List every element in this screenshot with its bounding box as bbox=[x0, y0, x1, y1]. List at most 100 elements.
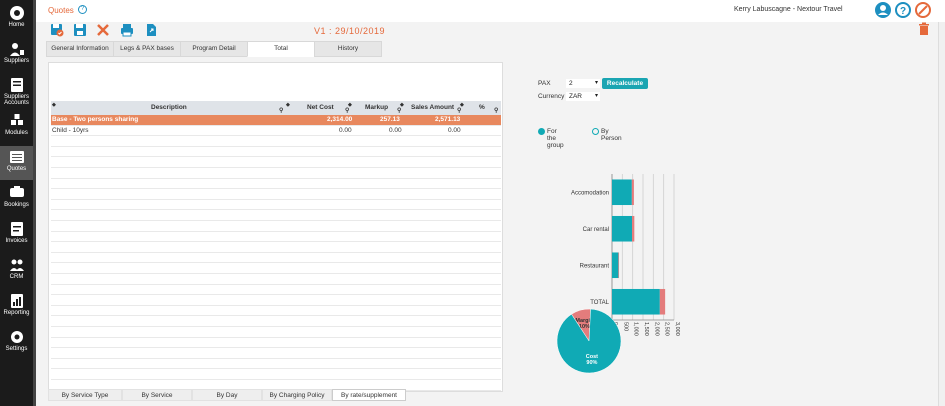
sidebar-item-quotes[interactable]: Quotes bbox=[0, 146, 33, 180]
print-icon[interactable] bbox=[120, 23, 134, 37]
sidebar-item-suppliers-accounts[interactable]: Suppliers Accounts bbox=[0, 74, 33, 108]
table-row-empty bbox=[51, 263, 501, 274]
x-tick-label: 2,000 bbox=[653, 322, 659, 336]
sidebar-item-crm[interactable]: CRM bbox=[0, 254, 33, 288]
tab-history[interactable]: History bbox=[314, 41, 382, 57]
radio-by-person-label: By Person bbox=[601, 128, 622, 142]
column-header-net-cost[interactable]: Net Cost ◆ ⚲ bbox=[286, 101, 353, 115]
table-row-empty bbox=[51, 274, 501, 285]
sidebar-item-reporting[interactable]: Reporting bbox=[0, 290, 33, 324]
filter-search-icon[interactable]: ⚲ bbox=[279, 108, 284, 114]
save-icon[interactable] bbox=[73, 23, 87, 37]
recalculate-button[interactable]: Recalculate bbox=[602, 78, 648, 89]
tab-legs-pax-bases[interactable]: Legs & PAX bases bbox=[113, 41, 181, 57]
table-row-empty bbox=[51, 306, 501, 317]
invoices-icon bbox=[10, 222, 23, 236]
settings-icon bbox=[10, 331, 23, 343]
x-tick-label: 3,000 bbox=[674, 322, 680, 336]
table-row[interactable]: Child - 10yrs 0.00 0.00 0.00 bbox=[51, 126, 501, 137]
sort-icon[interactable]: ◆ bbox=[400, 102, 404, 108]
column-header-markup[interactable]: Markup ◆ ⚲ bbox=[348, 101, 405, 115]
table-row-empty bbox=[51, 295, 501, 306]
sidebar-item-label: Invoices bbox=[5, 238, 28, 244]
user-profile-icon[interactable] bbox=[875, 2, 891, 18]
logout-icon[interactable] bbox=[915, 2, 931, 18]
x-tick-label: 1,000 bbox=[633, 322, 639, 336]
tab-by-rate-supplement[interactable]: By rate/supplement bbox=[332, 389, 406, 401]
filter-search-icon[interactable]: ⚲ bbox=[494, 108, 499, 114]
table-row-empty bbox=[51, 221, 501, 232]
row-sales-amount: 0.00 bbox=[448, 126, 461, 134]
help-circle-icon[interactable]: ? bbox=[895, 2, 911, 18]
column-label: % bbox=[479, 104, 485, 111]
column-label: Markup bbox=[365, 104, 389, 111]
sidebar-item-label: Suppliers Accounts bbox=[3, 94, 29, 106]
radio-by-person[interactable] bbox=[592, 128, 599, 135]
content-area: V1 : 29/10/2019 General Information Legs… bbox=[36, 22, 938, 406]
header: Quotes ? Kerry Labuscagne - Nextour Trav… bbox=[36, 0, 945, 22]
sidebar-item-label: Home bbox=[8, 22, 25, 28]
sort-icon[interactable]: ◆ bbox=[286, 102, 290, 108]
bar-segment bbox=[612, 252, 619, 279]
table-row-empty bbox=[51, 168, 501, 179]
help-icon[interactable]: ? bbox=[78, 5, 87, 14]
table-row[interactable]: Base - Two persons sharing 2,314.00 257.… bbox=[51, 115, 501, 126]
sort-icon[interactable]: ◆ bbox=[348, 102, 352, 108]
sidebar-item-home[interactable]: Home bbox=[0, 2, 33, 36]
filter-search-icon[interactable]: ⚲ bbox=[397, 108, 402, 114]
bar-segment bbox=[612, 288, 660, 315]
tab-by-day[interactable]: By Day bbox=[192, 389, 262, 401]
bar-segment bbox=[632, 215, 635, 242]
table-row-empty bbox=[51, 189, 501, 200]
pie-label: Cost bbox=[586, 354, 598, 360]
tab-by-service[interactable]: By Service bbox=[122, 389, 192, 401]
page-scrollbar[interactable] bbox=[938, 22, 945, 406]
sidebar-item-label: Modules bbox=[5, 130, 28, 136]
home-icon bbox=[9, 6, 24, 20]
reporting-icon bbox=[10, 294, 23, 308]
sort-icon[interactable]: ◆ bbox=[52, 102, 56, 108]
tab-by-charging-policy[interactable]: By Charging Policy bbox=[262, 389, 332, 401]
radio-for-the-group[interactable] bbox=[538, 128, 545, 135]
cost-breakdown-chart: 05001,0001,5002,0002,5003,000Accomodatio… bbox=[571, 174, 680, 336]
cancel-icon[interactable] bbox=[96, 23, 110, 37]
bar-segment bbox=[618, 252, 620, 279]
x-tick-label: 2,500 bbox=[664, 322, 670, 336]
column-header-percent[interactable]: % ◆ ⚲ bbox=[460, 101, 501, 115]
tab-general-information[interactable]: General Information bbox=[46, 41, 114, 57]
export-icon[interactable] bbox=[144, 23, 158, 37]
filter-search-icon[interactable]: ⚲ bbox=[345, 108, 350, 114]
sort-icon[interactable]: ◆ bbox=[460, 102, 464, 108]
sidebar-item-suppliers[interactable]: Suppliers bbox=[0, 38, 33, 72]
currency-select[interactable]: ZAR bbox=[566, 92, 600, 101]
pax-select[interactable]: 2 bbox=[566, 79, 600, 88]
pie-percent-label: 10% bbox=[579, 324, 590, 330]
pax-label: PAX bbox=[538, 80, 551, 87]
column-header-sales-amount[interactable]: Sales Amount ◆ ⚲ bbox=[400, 101, 465, 115]
category-label: Restaurant bbox=[580, 263, 610, 269]
column-header-description[interactable]: Description ◆ ⚲ bbox=[51, 101, 291, 115]
sidebar-item-modules[interactable]: Modules bbox=[0, 110, 33, 144]
sidebar-item-label: Quotes bbox=[6, 166, 27, 172]
table-row-empty bbox=[51, 200, 501, 211]
trash-icon[interactable] bbox=[917, 22, 931, 36]
row-markup: 257.13 bbox=[380, 116, 400, 123]
x-tick-label: 500 bbox=[622, 322, 628, 331]
pie-label: Margin bbox=[575, 318, 594, 324]
sidebar-item-bookings[interactable]: Bookings bbox=[0, 182, 33, 216]
sidebar-item-invoices[interactable]: Invoices bbox=[0, 218, 33, 252]
tab-by-service-type[interactable]: By Service Type bbox=[48, 389, 122, 401]
currency-label: Currency bbox=[538, 93, 565, 100]
column-label: Description bbox=[151, 104, 187, 111]
sidebar-item-label: CRM bbox=[9, 274, 24, 280]
sidebar-item-label: Settings bbox=[5, 346, 28, 352]
suppliers-icon bbox=[9, 43, 24, 56]
tab-program-detail[interactable]: Program Detail bbox=[180, 41, 248, 57]
sidebar-item-settings[interactable]: Settings bbox=[0, 326, 33, 360]
tab-total[interactable]: Total bbox=[247, 41, 315, 57]
save-check-icon[interactable] bbox=[50, 23, 64, 37]
category-label: Car rental bbox=[583, 227, 609, 233]
row-net-cost: 0.00 bbox=[339, 126, 352, 134]
filter-search-icon[interactable]: ⚲ bbox=[457, 108, 462, 114]
